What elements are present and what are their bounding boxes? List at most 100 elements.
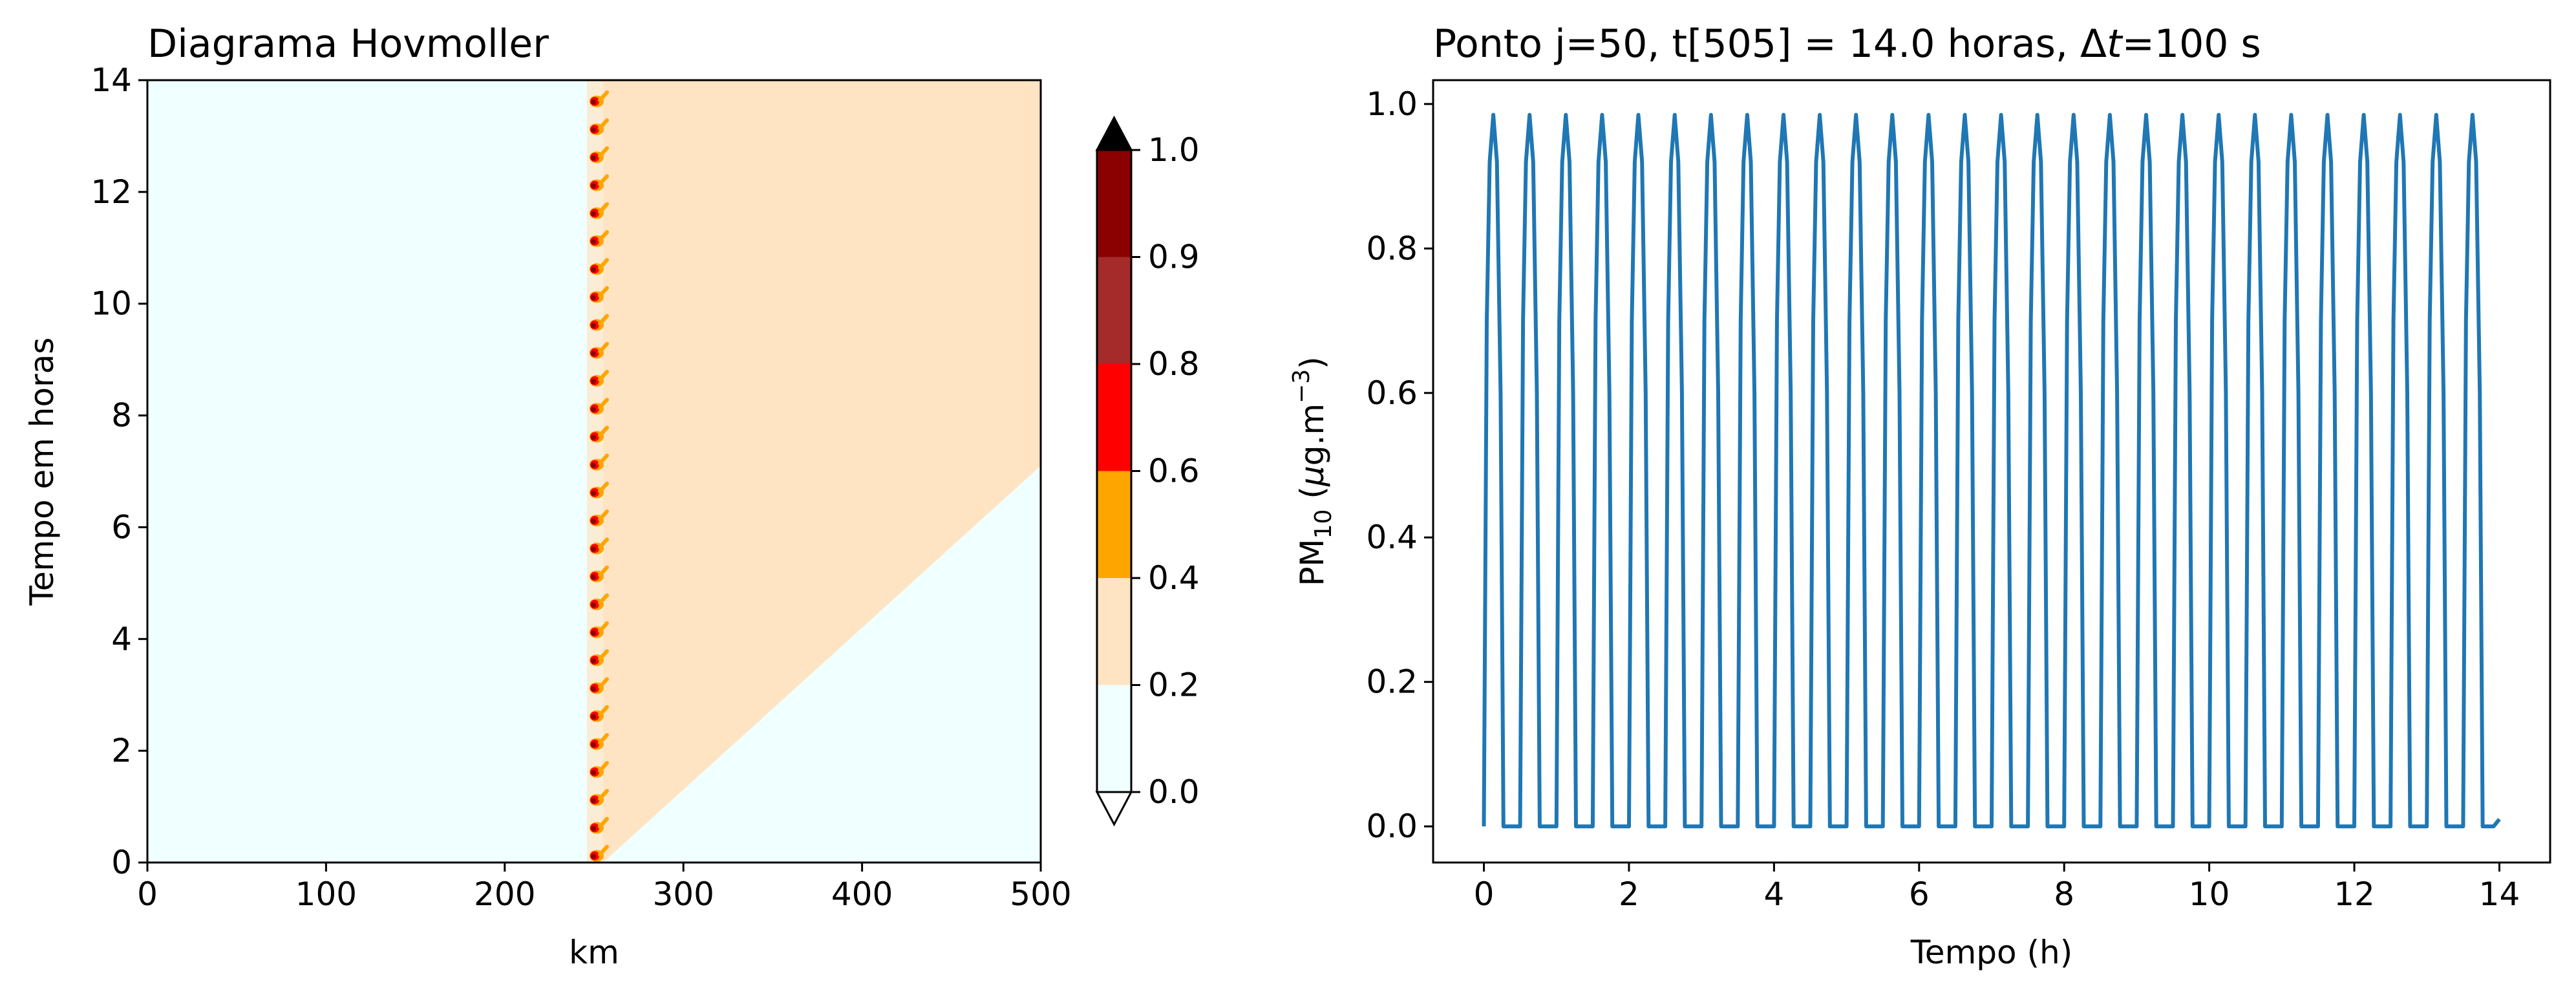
- pulse-tail: [598, 649, 609, 661]
- pulse-tail: [598, 118, 609, 131]
- pulse-tail: [598, 230, 609, 242]
- hovmoller-y-ticks: 0 2 4 6 8 10 12 14: [90, 61, 147, 881]
- timeseries-chart: Ponto j=50, t[505] = 14.0 horas, Δt=100 …: [1288, 21, 2551, 971]
- pulse-peak: [591, 267, 596, 273]
- pulse-tail: [598, 258, 609, 270]
- x-tick-label: 10: [2189, 875, 2230, 913]
- colorbar-tick-label: 0.0: [1148, 773, 1200, 811]
- pulse-peak: [591, 574, 596, 580]
- hovmoller-x-ticks: 0 100 200 300 400 500: [137, 863, 1072, 913]
- colorbar: 0.0 0.2 0.4 0.6 0.8 0.9 1.0: [1095, 115, 1200, 827]
- pulse-peak: [591, 630, 596, 636]
- pulse-tail: [598, 286, 609, 298]
- hovmoller-title: Diagrama Hovmoller: [147, 21, 549, 67]
- y-tick-label: 2: [111, 732, 132, 769]
- x-tick-label: 14: [2479, 875, 2520, 913]
- x-tick-label: 2: [1619, 875, 1639, 913]
- pulse-tail: [598, 174, 609, 186]
- pulse-peak: [591, 826, 596, 831]
- colorbar-band: [1097, 150, 1131, 257]
- colorbar-tick-label: 0.8: [1148, 345, 1200, 383]
- y-tick-label: 14: [90, 61, 132, 99]
- pulse-tail: [598, 314, 609, 326]
- colorbar-band: [1097, 364, 1131, 471]
- pulse-peak: [591, 323, 596, 328]
- x-tick-label: 300: [652, 875, 714, 913]
- x-tick-label: 12: [2334, 875, 2375, 913]
- pulse-peak: [591, 853, 596, 859]
- pulse-peak: [591, 155, 596, 161]
- pulse-peak: [591, 602, 596, 608]
- pulse-tail: [598, 509, 609, 522]
- timeseries-y-label: PM10 (μg.m−3): [1288, 356, 1337, 586]
- pulse-peak: [591, 239, 596, 244]
- pulse-peak: [591, 798, 596, 804]
- pulse-peak: [591, 183, 596, 189]
- hovmoller-chart: Diagrama Hovmoller 0 100 200 300 400 500 0 2 4 6…: [23, 21, 1072, 971]
- y-tick-label: 0.0: [1366, 808, 1418, 845]
- pulse-peak: [591, 407, 596, 413]
- pulse-tail: [598, 760, 609, 773]
- pulse-tail: [598, 621, 609, 633]
- colorbar-tick-label: 0.2: [1148, 667, 1200, 704]
- x-tick-label: 8: [2054, 875, 2074, 913]
- pulse-tail: [598, 844, 609, 857]
- pulse-tail: [598, 537, 609, 550]
- pulse-tail: [598, 341, 609, 354]
- colorbar-band: [1097, 257, 1131, 364]
- colorbar-band: [1097, 471, 1131, 578]
- y-tick-label: 0.4: [1366, 519, 1418, 556]
- x-tick-label: 6: [1909, 875, 1930, 913]
- x-tick-label: 100: [295, 875, 357, 913]
- x-tick-label: 200: [474, 875, 535, 913]
- pulse-tail: [598, 565, 609, 577]
- y-tick-label: 1.0: [1366, 85, 1418, 123]
- colorbar-bands: [1095, 115, 1133, 827]
- pulse-peak: [591, 546, 596, 552]
- colorbar-over-triangle: [1095, 115, 1133, 151]
- colorbar-band: [1097, 578, 1131, 685]
- pulse-tail: [598, 705, 609, 717]
- pulse-tail: [598, 789, 609, 801]
- hovmoller-frame: [146, 79, 1042, 864]
- pulse-peak: [591, 295, 596, 301]
- x-tick-label: 500: [1010, 875, 1071, 913]
- timeseries-title: Ponto j=50, t[505] = 14.0 horas, Δt=100 …: [1433, 21, 2261, 67]
- y-tick-label: 6: [111, 508, 132, 546]
- timeseries-x-label: Tempo (h): [1910, 934, 2072, 971]
- colorbar-ticks: 0.0 0.2 0.4 0.6 0.8 0.9 1.0: [1131, 131, 1200, 811]
- pulse-tail: [598, 146, 609, 158]
- pulse-peak: [591, 378, 596, 384]
- pulse-tail: [598, 453, 609, 466]
- pulse-peak: [591, 519, 596, 524]
- pulse-peak: [591, 490, 596, 496]
- pulse-peak: [591, 714, 596, 720]
- colorbar-tick-label: 0.9: [1148, 239, 1200, 276]
- y-tick-label: 0: [111, 844, 132, 881]
- x-tick-label: 0: [137, 875, 158, 913]
- timeseries-x-ticks: 0 2 4 6 8 10 12 14: [1474, 863, 2520, 913]
- pulse-peak: [591, 686, 596, 692]
- colorbar-band: [1097, 685, 1131, 792]
- colorbar-tick-label: 0.4: [1148, 559, 1200, 597]
- colorbar-under-triangle: [1095, 791, 1133, 827]
- y-tick-label: 0.2: [1366, 663, 1418, 701]
- pulse-tail: [598, 817, 609, 829]
- pulse-tail: [598, 202, 609, 214]
- pulse-peak: [591, 127, 596, 133]
- pulse-peak: [591, 211, 596, 217]
- pulse-tail: [598, 481, 609, 493]
- y-tick-label: 10: [90, 285, 132, 323]
- x-tick-label: 400: [831, 875, 893, 913]
- pulse-tail: [598, 677, 609, 689]
- timeseries-y-ticks: 0.0 0.2 0.4 0.6 0.8 1.0: [1366, 85, 1433, 845]
- pulse-peak: [591, 742, 596, 747]
- pulse-peak: [591, 99, 596, 105]
- pulse-peak: [591, 658, 596, 664]
- colorbar-tick-label: 0.6: [1148, 453, 1200, 490]
- series-line-pm10: [1482, 113, 2501, 829]
- pulse-tail: [598, 425, 609, 438]
- pulse-peak: [591, 350, 596, 356]
- timeseries-frame: [1432, 79, 2551, 864]
